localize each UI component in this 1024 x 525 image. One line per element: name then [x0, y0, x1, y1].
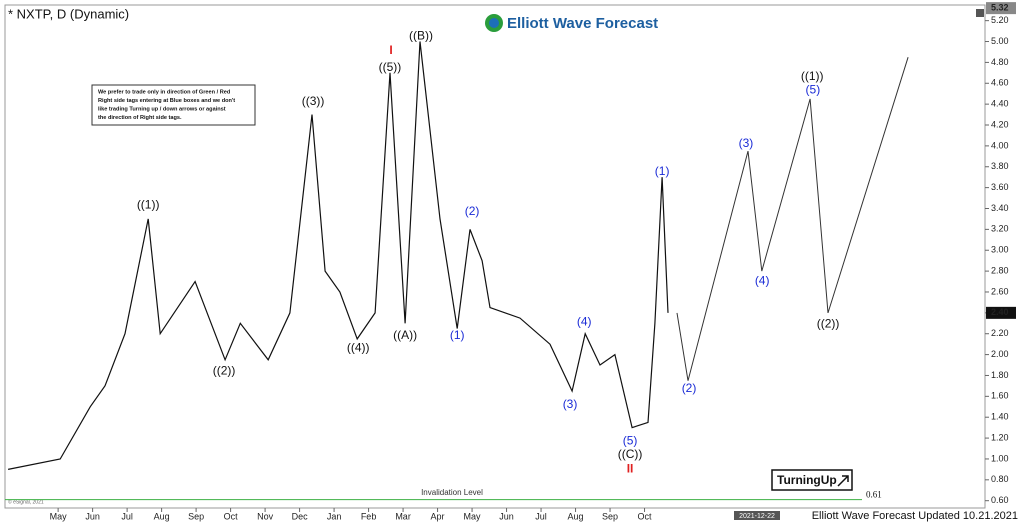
- wave-label: ((2)): [817, 317, 840, 331]
- date-tag: 2021-12-22: [739, 513, 775, 520]
- x-tick-label: Jul: [535, 511, 547, 521]
- x-tick-label: Oct: [224, 511, 239, 521]
- x-tick-label: May: [464, 511, 482, 521]
- invalidation-value: 0.61: [866, 490, 882, 500]
- price-tag-box: [986, 306, 1016, 319]
- y-tick-label: 5.20: [991, 15, 1009, 25]
- icon: [976, 9, 984, 17]
- note-line: the direction of Right side tags.: [98, 115, 182, 121]
- y-tick-label: 4.60: [991, 78, 1009, 88]
- y-tick-label: 3.40: [991, 203, 1009, 213]
- x-tick-label: Aug: [154, 511, 170, 521]
- wave-label: ((1)): [801, 69, 824, 83]
- chart-title: * NXTP, D (Dynamic): [8, 6, 129, 21]
- y-tick-label: 4.40: [991, 99, 1009, 109]
- wave-label: ((4)): [347, 341, 370, 355]
- x-tick-label: May: [50, 511, 68, 521]
- y-tick-label: 3.20: [991, 224, 1009, 234]
- x-tick-label: Apr: [431, 511, 445, 521]
- x-tick-label: Mar: [395, 511, 411, 521]
- wave-label: ((1)): [137, 198, 160, 212]
- note-line: We prefer to trade only in direction of …: [98, 89, 231, 95]
- wave-label: I: [389, 43, 392, 57]
- date-tag-box: [734, 511, 780, 520]
- invalidation-label: Invalidation Level: [421, 488, 483, 497]
- footer: Elliott Wave Forecast Updated 10.21.2021: [812, 510, 1018, 522]
- price-tag: 2.40: [991, 307, 1009, 317]
- wave-label: (4): [755, 274, 770, 288]
- y-tick-label: 1.80: [991, 370, 1009, 380]
- wave-label: ((5)): [379, 60, 402, 74]
- note-box: [91, 84, 256, 126]
- x-tick-label: Sep: [602, 511, 618, 521]
- x-tick-label: Feb: [361, 511, 377, 521]
- wave-label: (3): [563, 397, 578, 411]
- y-tick-label: 0.60: [991, 495, 1009, 505]
- wave-label: (5): [623, 433, 638, 447]
- x-tick-label: Oct: [638, 511, 653, 521]
- x-tick-label: Aug: [568, 511, 584, 521]
- x-tick-label: Sep: [188, 511, 204, 521]
- y-tick-label: 4.20: [991, 119, 1009, 129]
- wave-label: II: [627, 462, 634, 476]
- y-tick-label: 3.00: [991, 245, 1009, 255]
- badge-box: [771, 469, 853, 491]
- x-tick-label: Dec: [292, 511, 309, 521]
- note-line: like trading Turning up / down arrows or…: [98, 106, 226, 112]
- y-tick-label: 4.80: [991, 57, 1009, 67]
- badge-arrow: [837, 475, 849, 487]
- y-tick-label: 3.80: [991, 161, 1009, 171]
- y-tick-label: 2.60: [991, 286, 1009, 296]
- wave-label: (4): [577, 314, 592, 328]
- y-tick-label: 2.00: [991, 349, 1009, 359]
- projection-line: [676, 57, 909, 381]
- wave-label: (2): [465, 204, 480, 218]
- x-tick-label: Jun: [85, 511, 100, 521]
- wave-label: (1): [450, 328, 465, 342]
- price-tag: 5.32: [991, 3, 1009, 13]
- y-tick-label: 1.60: [991, 391, 1009, 401]
- y-tick-label: 3.60: [991, 182, 1009, 192]
- wave-label: (2): [682, 381, 697, 395]
- wave-label: ((A)): [393, 328, 417, 342]
- y-tick-label: 2.20: [991, 328, 1009, 338]
- wave-label: (3): [739, 136, 754, 150]
- wave-label: ((C)): [618, 447, 643, 461]
- badge: TurningUp: [777, 473, 837, 487]
- note-line: Right side tags entering at Blue boxes a…: [98, 98, 235, 104]
- x-tick-label: Nov: [257, 511, 274, 521]
- logo-icon: [489, 18, 499, 28]
- wave-label: ((B)): [409, 28, 433, 42]
- y-tick-label: 1.00: [991, 453, 1009, 463]
- price-line: [7, 41, 669, 470]
- wave-label: ((2)): [213, 363, 236, 377]
- price-tag-box: [986, 2, 1016, 15]
- x-tick-label: Jun: [499, 511, 514, 521]
- y-tick-label: 1.40: [991, 412, 1009, 422]
- copyright: © eSignal, 2021: [8, 498, 44, 505]
- logo-text: Elliott Wave Forecast: [507, 15, 658, 32]
- y-tick-label: 1.20: [991, 432, 1009, 442]
- x-tick-label: Jan: [327, 511, 342, 521]
- wave-label: ((3)): [302, 94, 325, 108]
- y-tick-label: 2.80: [991, 265, 1009, 275]
- y-tick-label: 0.80: [991, 474, 1009, 484]
- y-tick-label: 5.00: [991, 36, 1009, 46]
- wave-label: (5): [806, 83, 821, 97]
- x-tick-label: Jul: [121, 511, 133, 521]
- wave-label: (1): [655, 164, 670, 178]
- y-tick-label: 4.00: [991, 140, 1009, 150]
- logo: Elliott Wave Forecast: [485, 14, 658, 32]
